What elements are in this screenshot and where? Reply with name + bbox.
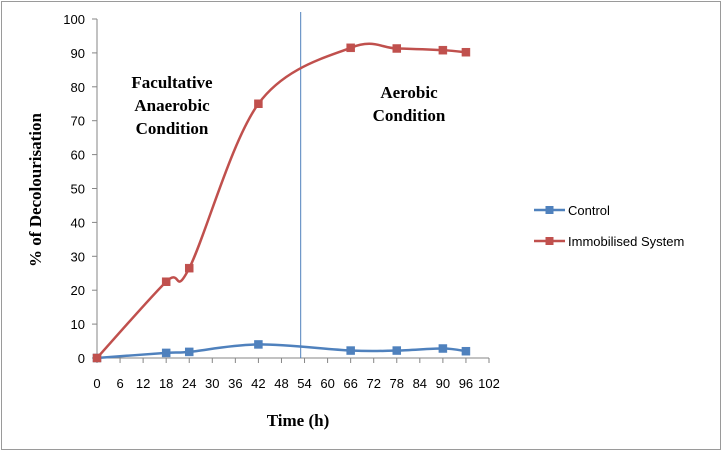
legend-label: Immobilised System <box>568 234 684 249</box>
x-tick-label: 90 <box>436 376 450 391</box>
x-axis-title: Time (h) <box>267 411 330 430</box>
data-point-immobilised-system <box>184 263 194 273</box>
y-tick-label: 0 <box>78 351 85 366</box>
y-tick-label: 80 <box>71 80 85 95</box>
series-line-control <box>96 343 467 360</box>
y-tick-label: 30 <box>71 249 85 264</box>
data-point-immobilised-system <box>92 353 102 363</box>
data-point-control <box>392 346 402 355</box>
y-axis-ticks: 0 10 20 30 40 50 60 70 80 90 100 <box>63 12 97 366</box>
data-point-immobilised-system <box>346 43 355 53</box>
x-tick-label: 0 <box>93 376 100 391</box>
x-tick-label: 30 <box>205 376 219 391</box>
y-tick-label: 100 <box>63 12 85 27</box>
axes <box>96 19 489 359</box>
data-point-control <box>438 344 448 353</box>
x-tick-label: 66 <box>343 376 357 391</box>
annotations: Facultative Anaerobic Condition Aerobic Cond… <box>131 73 446 138</box>
y-tick-label: 10 <box>71 317 85 332</box>
y-tick-label: 40 <box>71 215 85 230</box>
legend-label: Control <box>568 203 610 218</box>
legend-marker <box>545 206 554 214</box>
data-point-immobilised-system <box>254 99 263 108</box>
data-point-control <box>346 346 355 355</box>
legend: Control Immobilised System <box>534 203 684 249</box>
y-tick-label: 50 <box>71 182 85 197</box>
series-immobilised-system <box>92 42 471 363</box>
x-tick-label: 42 <box>251 376 265 391</box>
x-tick-label: 6 <box>116 376 123 391</box>
x-axis-ticks: 0 6 12 18 24 30 36 42 48 54 60 66 72 78 84 90 96 102 <box>93 358 500 391</box>
y-tick-label: 60 <box>71 148 85 163</box>
data-point-immobilised-system <box>392 44 402 53</box>
x-tick-label: 72 <box>366 376 380 391</box>
x-tick-label: 48 <box>274 376 288 391</box>
data-point-immobilised-system <box>161 277 171 286</box>
data-point-control <box>461 346 471 356</box>
data-point-control <box>161 348 171 358</box>
data-point-immobilised-system <box>438 45 448 55</box>
x-tick-label: 18 <box>159 376 173 391</box>
x-tick-label: 102 <box>478 376 500 391</box>
x-tick-label: 60 <box>320 376 334 391</box>
annotation-aerobic: Aerobic Condition <box>373 83 446 125</box>
y-tick-label: 20 <box>71 283 85 298</box>
y-axis-title: % of Decolourisation <box>26 112 45 266</box>
series-group <box>92 42 471 363</box>
x-tick-label: 24 <box>182 376 196 391</box>
x-tick-label: 96 <box>459 376 473 391</box>
y-tick-label: 70 <box>71 114 85 129</box>
data-point-control <box>254 340 263 349</box>
data-point-control <box>184 347 194 357</box>
x-tick-label: 84 <box>413 376 427 391</box>
x-tick-label: 54 <box>297 376 311 391</box>
x-tick-label: 36 <box>228 376 242 391</box>
legend-item-control: Control <box>534 203 610 218</box>
y-tick-label: 90 <box>71 46 85 61</box>
legend-marker <box>545 237 554 245</box>
data-point-immobilised-system <box>461 47 471 57</box>
annotation-facultative: Facultative Anaerobic Condition <box>131 73 213 138</box>
legend-item-immobilised-system: Immobilised System <box>534 234 684 249</box>
x-tick-label: 12 <box>136 376 150 391</box>
x-tick-label: 78 <box>390 376 404 391</box>
